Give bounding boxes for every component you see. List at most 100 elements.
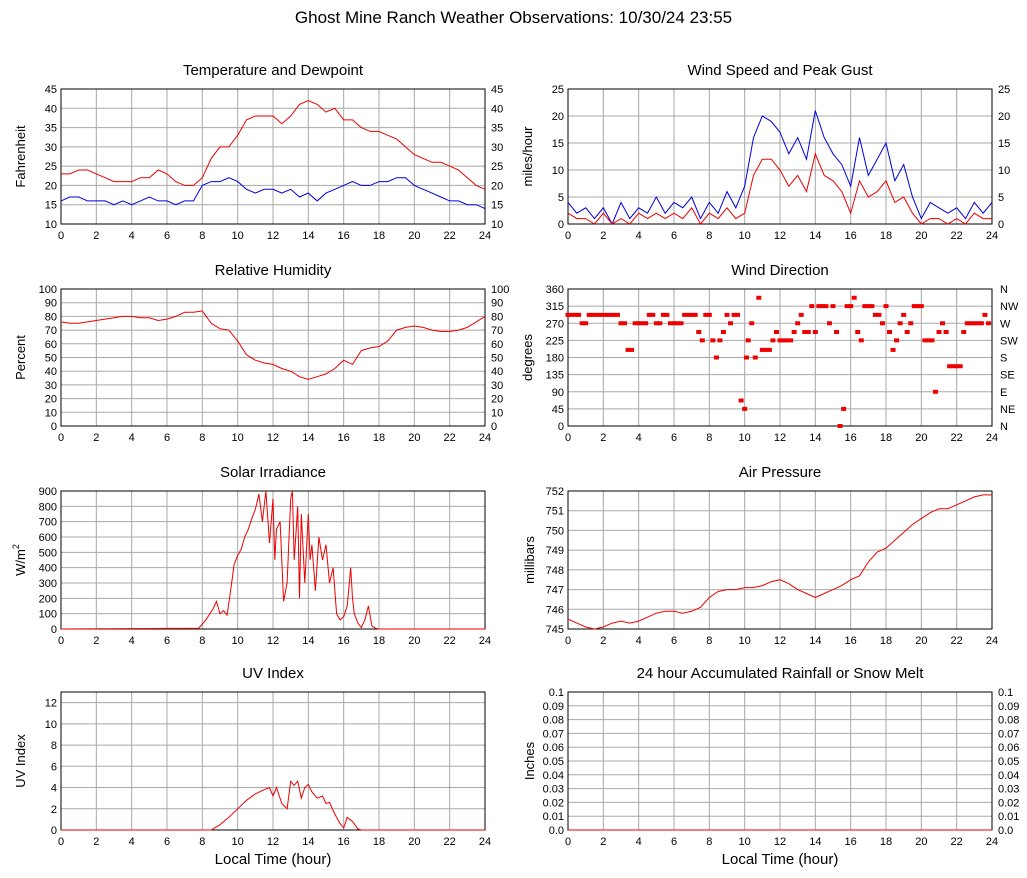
data-point — [947, 364, 953, 369]
x-axis-label: Local Time (hour) — [722, 851, 839, 868]
data-point — [830, 304, 836, 309]
x-tick-label: 0 — [565, 635, 571, 647]
x-tick-label: 6 — [164, 836, 170, 848]
y-tick-label: 30 — [45, 142, 57, 154]
data-point — [802, 330, 808, 335]
y-tick-label-right: 60 — [491, 339, 503, 351]
x-tick-label: 12 — [267, 230, 279, 242]
data-point — [565, 312, 571, 317]
x-tick-label: 12 — [774, 836, 786, 848]
x-tick-label: 10 — [739, 836, 751, 848]
x-tick-label: 24 — [479, 230, 491, 242]
x-tick-label: 20 — [915, 836, 927, 848]
x-tick-label: 10 — [232, 432, 244, 444]
y-tick-label: 0 — [558, 421, 564, 433]
chart-title: Temperature and Dewpoint — [183, 62, 364, 79]
compass-label: SE — [1000, 370, 1015, 382]
y-tick-label-right: 0.06 — [998, 742, 1019, 754]
data-point — [890, 347, 896, 352]
y-tick-label-right: 70 — [491, 325, 503, 337]
data-point — [851, 295, 857, 300]
x-tick-label: 16 — [845, 432, 857, 444]
x-tick-label: 8 — [199, 635, 205, 647]
x-tick-label: 12 — [774, 230, 786, 242]
data-point — [809, 304, 815, 309]
data-point — [590, 312, 596, 317]
data-point — [971, 321, 977, 326]
data-point — [766, 347, 772, 352]
data-point — [773, 330, 779, 335]
data-point — [791, 330, 797, 335]
x-tick-label: 8 — [199, 230, 205, 242]
data-point — [848, 304, 854, 309]
data-point — [586, 312, 592, 317]
data-point — [703, 312, 709, 317]
x-tick-label: 16 — [845, 836, 857, 848]
x-tick-label: 12 — [774, 432, 786, 444]
series-line — [61, 780, 485, 831]
data-point — [936, 330, 942, 335]
data-point — [636, 321, 642, 326]
x-tick-label: 16 — [338, 432, 350, 444]
data-point — [982, 312, 988, 317]
y-tick-label: 10 — [552, 165, 564, 177]
y-tick-label: 315 — [546, 301, 564, 313]
compass-label: NW — [1000, 301, 1019, 313]
y-tick-label-right: 0.03 — [998, 784, 1019, 796]
y-tick-label: 360 — [546, 284, 564, 296]
x-tick-label: 20 — [915, 230, 927, 242]
data-point — [607, 312, 613, 317]
data-point — [855, 330, 861, 335]
x-tick-label: 4 — [129, 432, 135, 444]
data-point — [728, 321, 734, 326]
data-point — [777, 338, 783, 343]
y-tick-label-right: 20 — [491, 180, 503, 192]
y-tick-label: 50 — [45, 353, 57, 365]
y-tick-label: 751 — [546, 506, 564, 518]
chart-title: 24 hour Accumulated Rainfall or Snow Mel… — [637, 665, 925, 682]
y-tick-label-right: 90 — [491, 298, 503, 310]
data-point — [901, 312, 907, 317]
y-tick-label: 70 — [45, 325, 57, 337]
data-point — [720, 330, 726, 335]
y-axis-label: miles/hour — [520, 126, 535, 187]
x-tick-label: 6 — [671, 836, 677, 848]
y-tick-label-right: 45 — [491, 84, 503, 96]
data-point — [940, 321, 946, 326]
x-tick-label: 16 — [338, 230, 350, 242]
data-point — [682, 312, 688, 317]
compass-label: SW — [1000, 335, 1018, 347]
x-tick-label: 16 — [845, 635, 857, 647]
data-point — [929, 338, 935, 343]
data-point — [569, 312, 575, 317]
y-tick-label: 6 — [51, 761, 57, 773]
y-tick-label: 900 — [39, 486, 57, 498]
data-point — [862, 304, 868, 309]
x-tick-label: 0 — [565, 230, 571, 242]
y-tick-label: 270 — [546, 318, 564, 330]
data-point — [795, 321, 801, 326]
y-tick-label: 0.1 — [549, 687, 564, 699]
x-tick-label: 22 — [444, 230, 456, 242]
y-axis-label: UV Index — [13, 734, 28, 788]
data-point — [643, 321, 649, 326]
y-tick-label: 700 — [39, 517, 57, 529]
y-tick-label: 745 — [546, 624, 564, 636]
y-tick-label: 80 — [45, 311, 57, 323]
data-point — [675, 321, 681, 326]
data-point — [784, 338, 790, 343]
data-point — [841, 406, 847, 411]
data-point — [879, 321, 885, 326]
chart-title: Air Pressure — [739, 464, 822, 481]
plot-frame — [60, 288, 486, 427]
y-tick-label: 748 — [546, 565, 564, 577]
x-tick-label: 8 — [706, 230, 712, 242]
data-point — [749, 321, 755, 326]
y-tick-label: 40 — [45, 103, 57, 115]
compass-label: W — [1000, 318, 1011, 330]
compass-label: E — [1000, 387, 1007, 399]
y-tick-label: 0 — [51, 825, 57, 837]
data-point — [696, 330, 702, 335]
